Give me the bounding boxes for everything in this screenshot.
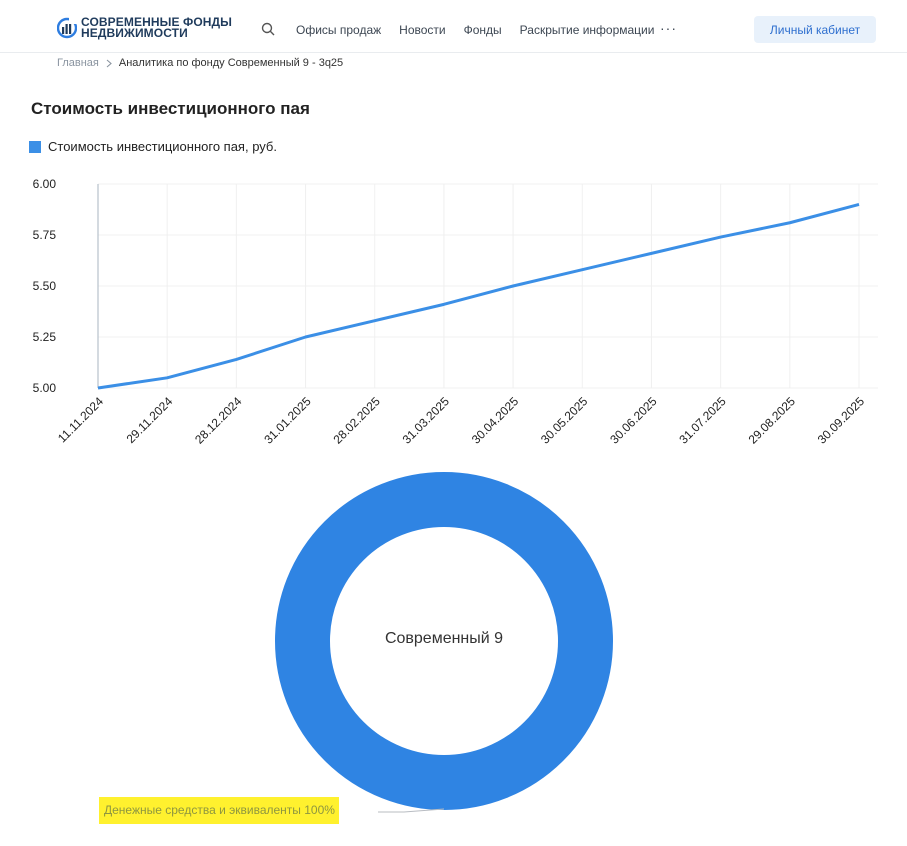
x-tick-label: 28.02.2025 xyxy=(330,394,383,447)
y-tick-label: 5.25 xyxy=(33,330,57,344)
breadcrumb-current: Аналитика по фонду Современный 9 - 3q25 xyxy=(118,57,344,69)
search-icon[interactable] xyxy=(261,22,275,36)
x-tick-label: 28.12.2024 xyxy=(192,394,245,447)
breadcrumb-home[interactable]: Главная xyxy=(57,57,99,69)
nav-item-offices[interactable]: Офисы продаж xyxy=(296,23,382,37)
y-tick-label: 5.00 xyxy=(33,381,57,395)
x-tick-label: 31.01.2025 xyxy=(261,394,314,447)
legend-swatch xyxy=(29,140,41,153)
nav-item-disclosure[interactable]: Раскрытие информации xyxy=(519,23,655,37)
donut-center-label: Современный 9 xyxy=(384,630,504,647)
x-tick-label: 11.11.2024 xyxy=(55,394,106,445)
personal-cabinet-button[interactable]: Личный кабинет xyxy=(754,16,876,43)
page-title: Стоимость инвестиционного пая xyxy=(31,99,310,118)
donut-slice[interactable] xyxy=(275,472,613,810)
x-tick-label: 29.11.2024 xyxy=(124,394,176,446)
logo-text: СОВРЕМЕННЫЕ ФОНДЫ НЕДВИЖИМОСТИ xyxy=(81,15,233,40)
legend-label: Стоимость инвестиционного пая, руб. xyxy=(48,139,277,154)
donut-slice-label: Денежные средства и эквиваленты 100% xyxy=(99,797,339,824)
series-line[interactable] xyxy=(97,202,860,390)
x-tick-label: 31.03.2025 xyxy=(400,394,453,447)
more-menu-icon[interactable]: ··· xyxy=(660,20,677,36)
nav-item-news[interactable]: Новости xyxy=(399,23,446,37)
slice-leader-line xyxy=(378,808,445,813)
allocation-donut-chart xyxy=(275,472,613,813)
x-tick-label: 30.04.2025 xyxy=(469,394,522,447)
x-tick-label: 30.05.2025 xyxy=(538,394,591,447)
y-tick-label: 5.50 xyxy=(33,279,57,293)
site-logo[interactable]: СОВРЕМЕННЫЕ ФОНДЫ НЕДВИЖИМОСТИ xyxy=(57,15,233,40)
logo-line2: НЕДВИЖИМОСТИ xyxy=(81,26,188,40)
nav-item-funds[interactable]: Фонды xyxy=(463,23,502,37)
chevron-right-icon xyxy=(106,59,112,67)
main-nav: Офисы продаж Новости Фонды Раскрытие инф… xyxy=(296,23,672,37)
x-tick-label: 30.09.2025 xyxy=(815,394,868,447)
x-tick-label: 31.07.2025 xyxy=(676,394,729,447)
y-tick-label: 6.00 xyxy=(33,177,57,191)
x-tick-label: 29.08.2025 xyxy=(746,394,799,447)
x-tick-label: 30.06.2025 xyxy=(607,394,660,447)
logo-icon xyxy=(57,17,77,39)
logo-line1: СОВРЕМЕННЫЕ ФОНДЫ xyxy=(81,15,233,29)
site-header: СОВРЕМЕННЫЕ ФОНДЫ НЕДВИЖИМОСТИ Офисы про… xyxy=(0,0,907,53)
breadcrumb: Главная Аналитика по фонду Современный 9… xyxy=(57,57,343,69)
y-tick-label: 5.75 xyxy=(33,228,57,242)
chart-legend[interactable]: Стоимость инвестиционного пая, руб. xyxy=(29,139,277,154)
